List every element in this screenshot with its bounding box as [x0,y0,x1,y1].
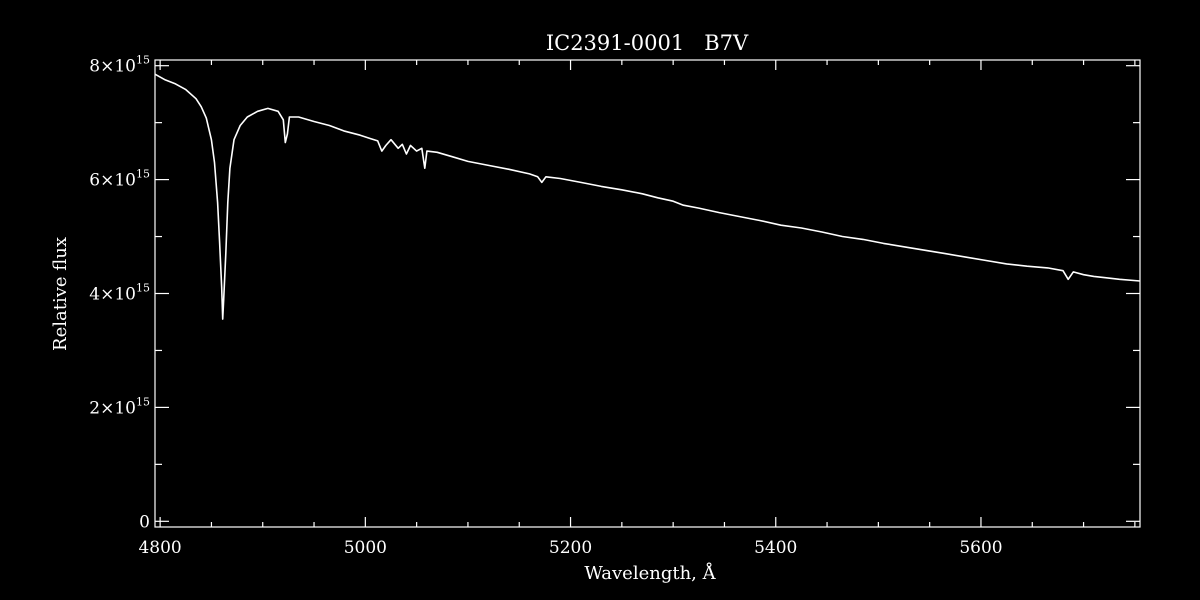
y-tick-label: 2×1015 [89,395,150,418]
plot-frame [154,59,1141,528]
y-tick-label: 0 [139,512,150,532]
x-tick-labels: 4800 5000 5200 5400 5600 [138,538,1002,558]
y-tick-label: 6×1015 [89,168,150,191]
x-tick-label: 5400 [754,538,797,558]
y-tick-label: 8×1015 [89,54,150,77]
x-tick-label: 5000 [344,538,387,558]
x-axis-label: Wavelength, Å [584,562,716,584]
x-tick-label: 4800 [138,538,181,558]
y-tick-labels: 0 2×1015 4×1015 6×1015 8×1015 [89,54,150,533]
y-axis-label: Relative flux [50,237,71,351]
y-tick-label: 4×1015 [89,282,150,305]
x-tick-label: 5200 [549,538,592,558]
chart-title: IC2391-0001 B7V [546,31,749,55]
x-tick-label: 5600 [959,538,1002,558]
spectrum-line [154,73,1141,320]
axis-ticks [155,60,1140,527]
